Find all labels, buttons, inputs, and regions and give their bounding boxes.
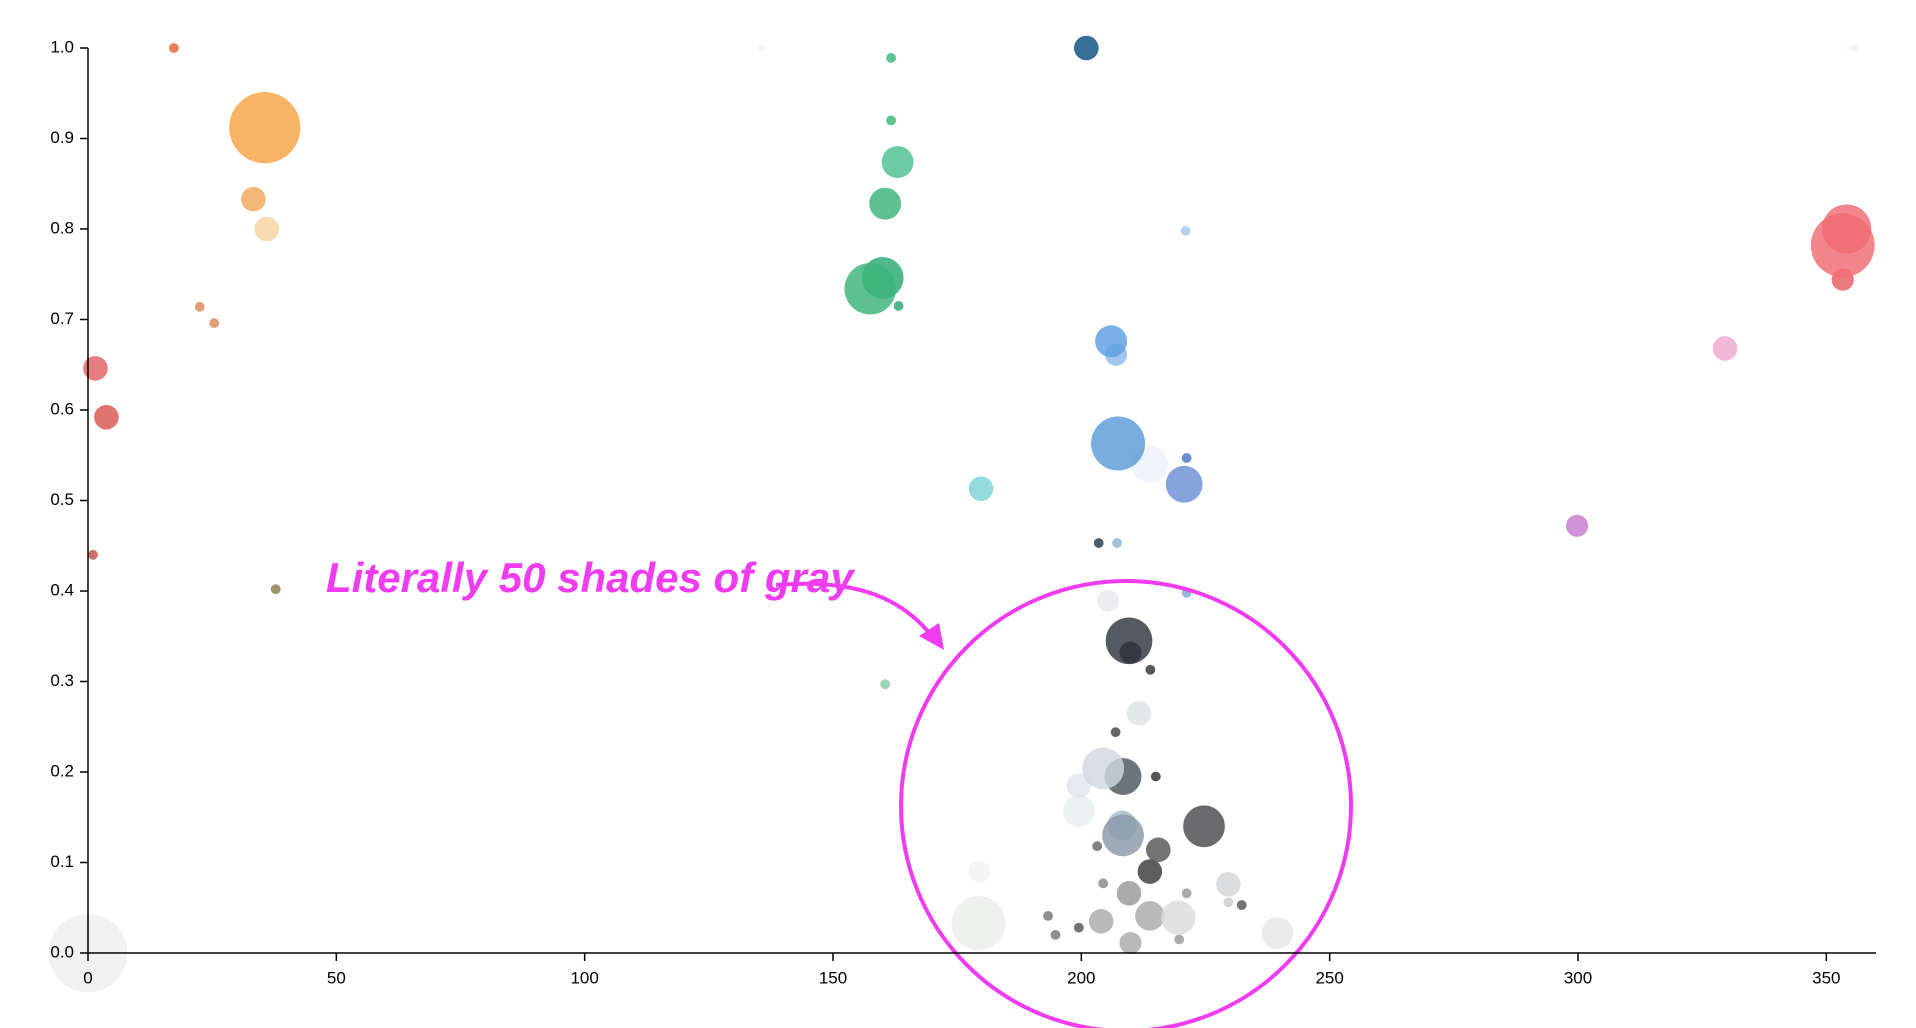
bubble: [1073, 922, 1084, 933]
bubble: [951, 896, 1006, 951]
bubble: [209, 318, 220, 329]
bubble: [1097, 589, 1120, 613]
bubble: [1088, 909, 1114, 934]
bubble: [1223, 897, 1234, 908]
bubble: [94, 404, 119, 430]
x-tick-label: 200: [1067, 968, 1095, 987]
x-tick-label: 150: [819, 968, 847, 987]
x-tick-label: 50: [327, 968, 346, 987]
bubble: [241, 186, 266, 212]
bubble: [1850, 44, 1858, 52]
bubble: [1119, 931, 1142, 955]
y-tick-label: 0.3: [50, 671, 74, 690]
bubble: [1043, 910, 1053, 921]
bubble: [1137, 859, 1163, 884]
bubble: [1091, 416, 1146, 471]
bubble: [1236, 900, 1247, 910]
highlight-circle: [899, 579, 1353, 1028]
bubble: [254, 216, 280, 242]
bubble: [1062, 794, 1095, 827]
bubble: [1261, 917, 1294, 950]
y-tick-label: 0.4: [50, 580, 74, 599]
bubble: [880, 679, 891, 690]
y-tick-label: 1.0: [50, 37, 74, 56]
bubble: [1145, 664, 1156, 675]
x-tick-label: 350: [1812, 968, 1840, 987]
bubble: [1050, 929, 1061, 940]
bubble: [869, 187, 902, 220]
bubble: [1135, 901, 1165, 931]
bubble: [1102, 814, 1144, 857]
bubble: [1216, 871, 1241, 897]
bubble: [1183, 805, 1225, 848]
y-tick-label: 0.1: [50, 852, 74, 871]
bubble: [270, 584, 281, 595]
arrow-head: [919, 623, 944, 650]
bubble: [1095, 325, 1128, 358]
bubble: [1712, 336, 1738, 361]
bubble: [1146, 837, 1171, 863]
bubble: [1126, 700, 1152, 726]
bubble: [1098, 878, 1109, 889]
bubble: [968, 476, 994, 502]
bubble: [169, 43, 179, 53]
y-tick-label: 0.9: [50, 128, 74, 147]
bubble: [1180, 225, 1191, 236]
bubble: [1160, 900, 1196, 935]
bubble: [1165, 465, 1203, 503]
x-tick-label: 300: [1564, 968, 1592, 987]
y-tick-label: 0.0: [50, 942, 74, 961]
bubble: [194, 301, 205, 312]
bubble: [844, 262, 897, 315]
y-tick-label: 0.5: [50, 490, 74, 509]
y-tick-label: 0.6: [50, 399, 74, 418]
bubble: [1082, 747, 1125, 790]
bubble: [1093, 538, 1104, 548]
x-tick-label: 250: [1315, 968, 1343, 987]
x-tick-label: 0: [83, 968, 92, 987]
annotation: Literally 50 shades of gray: [326, 554, 856, 601]
bubble: [1074, 35, 1099, 61]
bubble: [1112, 538, 1123, 548]
bubble: [1565, 514, 1589, 537]
bubble: [83, 356, 108, 381]
bubble: [886, 53, 897, 63]
bubble: [1105, 617, 1153, 665]
bubble: [1181, 888, 1192, 899]
x-tick-label: 100: [570, 968, 598, 987]
bubble: [1150, 771, 1161, 782]
bubble: [229, 92, 301, 164]
bubble: [1181, 453, 1192, 463]
bubble: [1822, 204, 1872, 254]
bubble: [893, 301, 904, 311]
bubble: [1116, 880, 1142, 906]
annotation-arrow: [775, 581, 937, 642]
bubble: [1066, 773, 1092, 798]
bubble: [1174, 934, 1185, 945]
bubble: [757, 44, 766, 52]
bubble: [968, 860, 991, 883]
y-tick-label: 0.8: [50, 218, 74, 237]
bubble: [886, 115, 897, 126]
bubble: [1092, 841, 1103, 852]
bubble: [88, 549, 98, 560]
bubble: [881, 146, 914, 178]
y-tick-label: 0.7: [50, 309, 74, 328]
y-tick-label: 0.2: [50, 761, 74, 780]
bubble: [1110, 727, 1121, 738]
